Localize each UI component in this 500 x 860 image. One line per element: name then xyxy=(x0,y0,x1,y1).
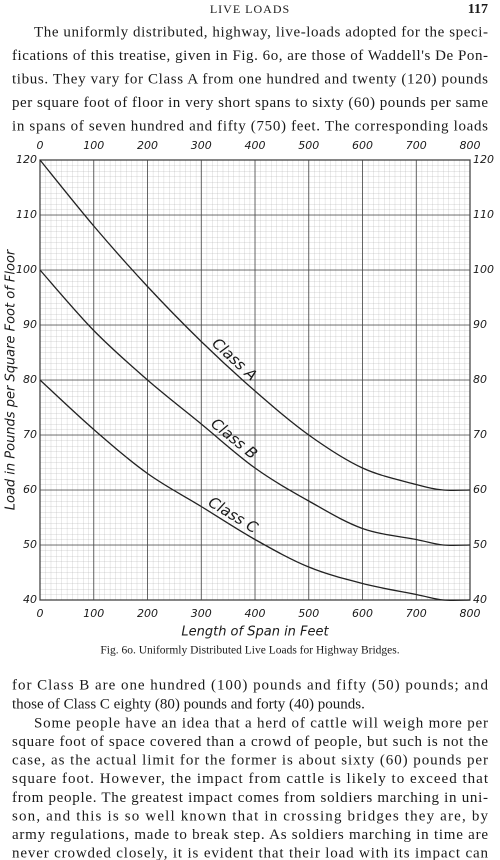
text-line: per square foot of floor in very short s… xyxy=(12,95,488,111)
load-curve xyxy=(39,269,471,547)
x-tick-label: 600 xyxy=(352,139,373,152)
x-tick-label: 700 xyxy=(406,607,427,620)
x-tick-label: 800 xyxy=(460,139,481,152)
text-line: square foot. However, the impact from ca… xyxy=(12,771,489,787)
y-tick-label: 110 xyxy=(473,208,494,221)
x-tick-label: 500 xyxy=(298,607,319,620)
y-tick-label: 60 xyxy=(23,483,37,496)
x-axis-label: Length of Span in Feet xyxy=(181,625,329,640)
x-tick-label: 800 xyxy=(460,607,481,620)
page-number: 117 xyxy=(468,2,488,17)
running-head: LIVE LOADS xyxy=(210,2,290,16)
y-tick-label: 60 xyxy=(473,483,487,496)
y-tick-label: 40 xyxy=(23,593,37,606)
x-tick-label: 0 xyxy=(37,607,44,620)
y-tick-label: 110 xyxy=(16,208,37,221)
text-line: in spans of seven hundred and fifty (750… xyxy=(12,118,488,134)
y-tick-label: 90 xyxy=(23,318,37,331)
load-curve xyxy=(39,379,471,602)
text-line: Some people have an idea that a herd of … xyxy=(34,715,488,731)
text-line: square foot of space covered than a crow… xyxy=(12,734,488,750)
y-tick-label: 90 xyxy=(473,318,487,331)
x-tick-label: 100 xyxy=(83,139,104,152)
x-tick-label: 200 xyxy=(137,607,158,620)
text-line: those of Class C eighty (80) pounds and … xyxy=(12,696,365,712)
x-tick-label: 600 xyxy=(352,607,373,620)
y-tick-label: 80 xyxy=(473,373,487,386)
x-tick-label: 700 xyxy=(406,139,427,152)
text-line: case, as the actual limit for the former… xyxy=(12,753,488,769)
figure-caption: Fig. 6o. Uniformly Distributed Live Load… xyxy=(100,645,399,657)
y-tick-label: 70 xyxy=(473,428,487,441)
y-tick-label: 100 xyxy=(16,263,37,276)
text-line: never crowded closely, it is evident tha… xyxy=(12,846,489,860)
y-tick-label: 50 xyxy=(473,538,487,551)
x-tick-label: 300 xyxy=(191,139,212,152)
y-tick-label: 80 xyxy=(23,373,37,386)
text-line: son, and this is so well known that in c… xyxy=(12,808,489,824)
x-tick-label: 0 xyxy=(37,139,44,152)
x-tick-label: 400 xyxy=(245,139,266,152)
x-tick-label: 400 xyxy=(245,607,266,620)
x-tick-label: 500 xyxy=(298,139,319,152)
text-line: The uniformly distributed, highway, live… xyxy=(34,24,488,40)
text-line: from people. The greatest impact comes f… xyxy=(12,790,488,806)
x-tick-label: 100 xyxy=(83,607,104,620)
y-tick-label: 70 xyxy=(23,428,37,441)
load-curve xyxy=(39,159,471,492)
text-line: for Class B are one hundred (100) pounds… xyxy=(12,677,489,693)
text-line: army regulations, made to break step. As… xyxy=(12,827,488,843)
text-line: tibus. They vary for Class A from one hu… xyxy=(12,71,488,87)
y-tick-label: 50 xyxy=(23,538,37,551)
y-axis-label: Load in Pounds per Square Foot of Floor xyxy=(4,248,19,510)
y-tick-label: 100 xyxy=(473,263,494,276)
y-tick-label: 120 xyxy=(16,153,37,166)
x-tick-label: 200 xyxy=(137,139,158,152)
x-tick-label: 300 xyxy=(191,607,212,620)
y-tick-label: 120 xyxy=(473,153,494,166)
text-line: fications of this treatise, given in Fig… xyxy=(12,48,488,64)
y-tick-label: 40 xyxy=(473,593,487,606)
